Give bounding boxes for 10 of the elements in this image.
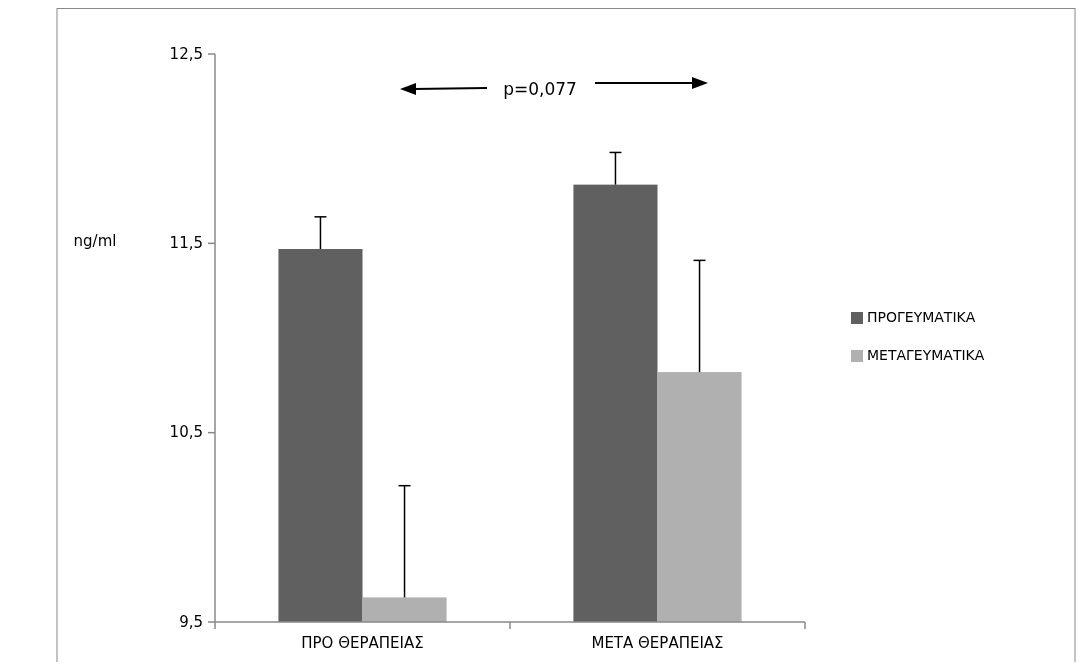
- x-tick-label: ΠΡΟ ΘΕΡΑΠΕΙΑΣ: [301, 634, 424, 652]
- y-tick-label: 11,5: [169, 233, 203, 252]
- x-tick-label: ΜΕΤΑ ΘΕΡΑΠΕΙΑΣ: [591, 634, 724, 652]
- legend-label: ΠΡΟΓΕΥΜΑΤΙΚΑ: [867, 309, 976, 325]
- legend-label: ΜΕΤΑΓΕΥΜΑΤΙΚΑ: [867, 347, 985, 363]
- y-axis-title: ng/ml: [73, 232, 117, 250]
- y-tick-label: 10,5: [169, 423, 203, 442]
- y-tick-label: 9,5: [179, 612, 203, 631]
- annotation: p=0,077: [503, 79, 577, 99]
- y-tick-label: 12,5: [169, 44, 203, 63]
